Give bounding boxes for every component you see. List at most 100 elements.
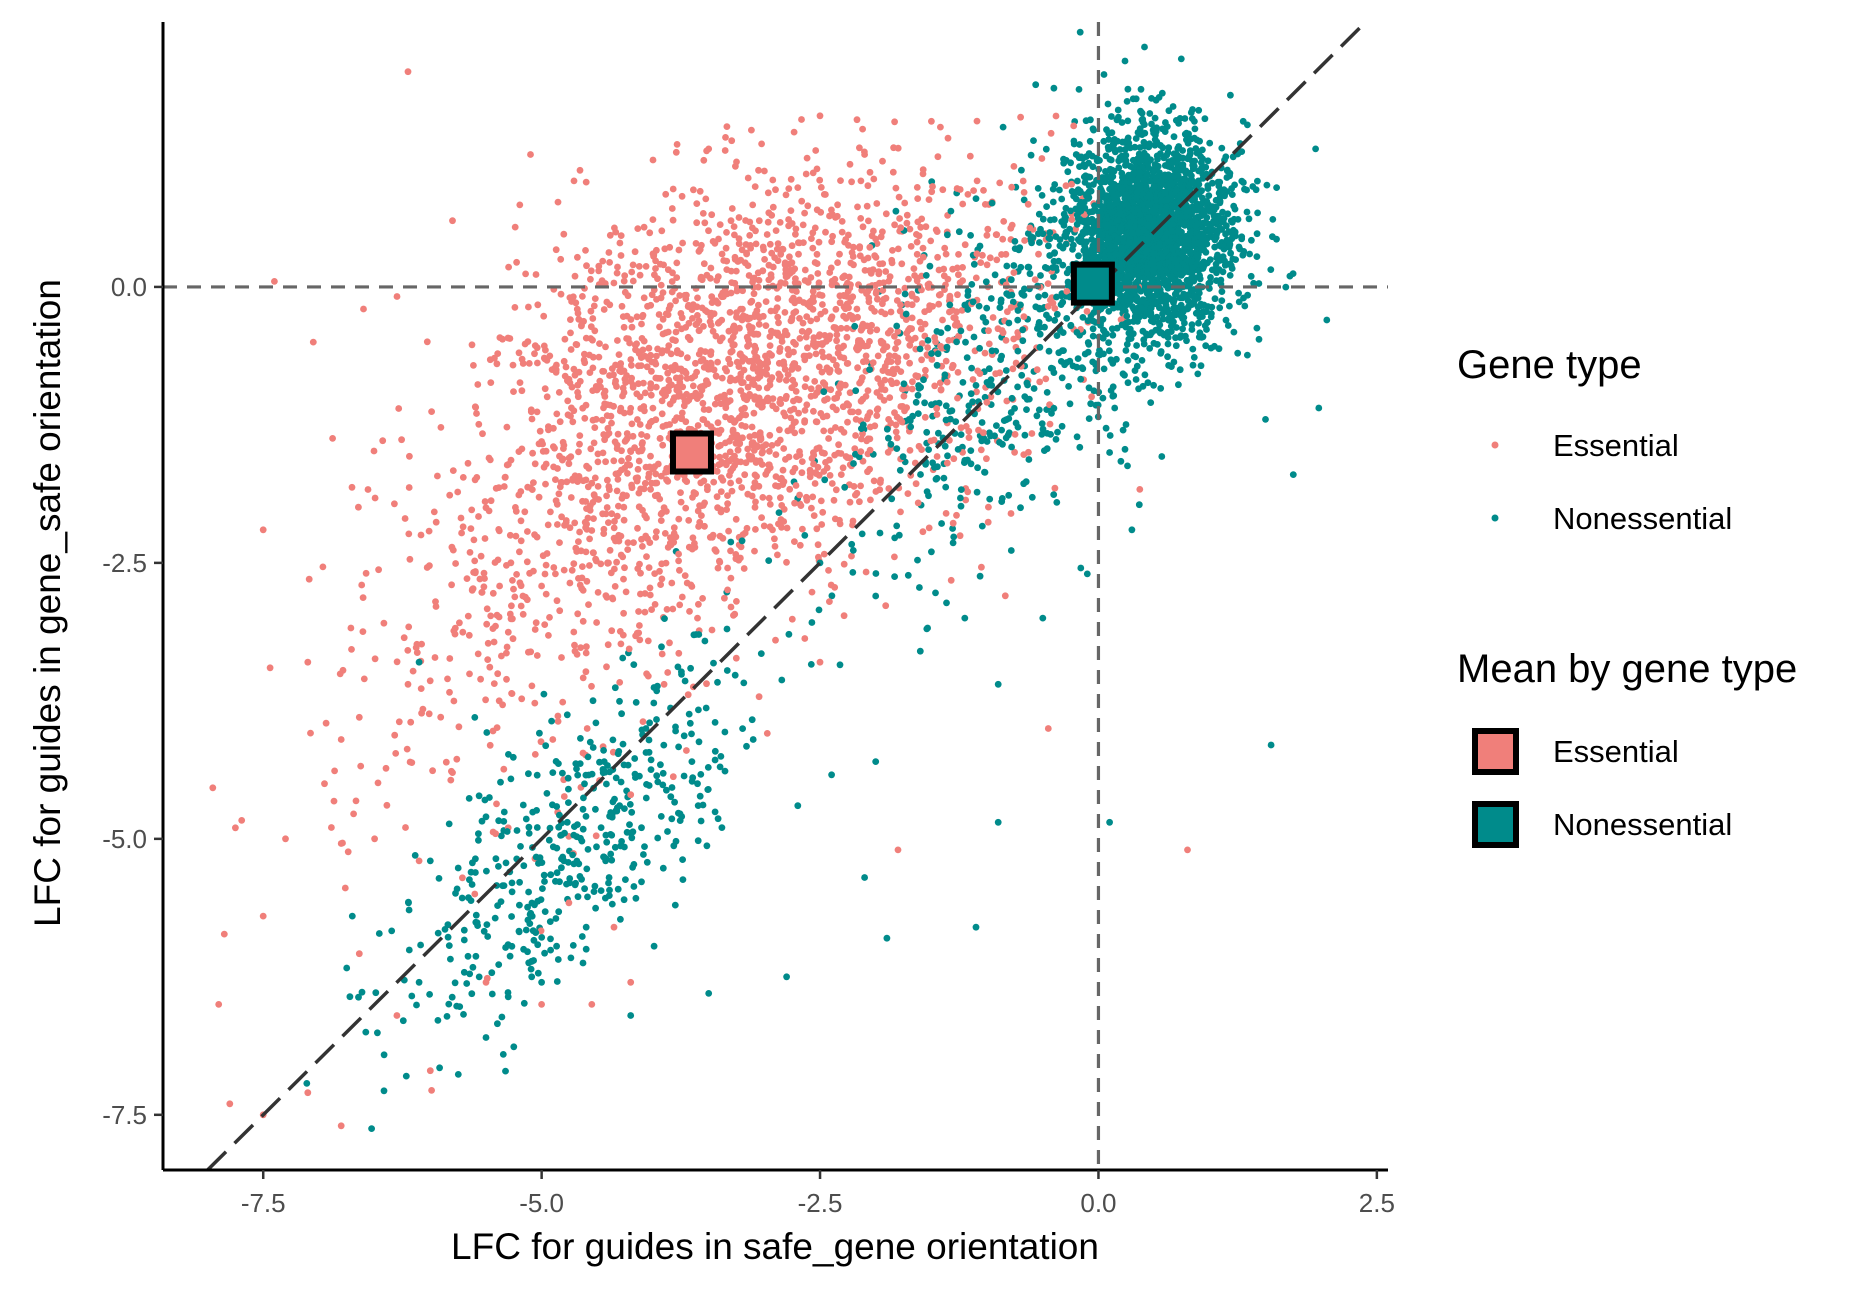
point-essential <box>446 491 454 499</box>
point-essential <box>703 271 711 279</box>
point-essential <box>590 302 598 310</box>
point-essential <box>620 516 628 524</box>
point-essential <box>562 517 570 524</box>
point-essential <box>838 218 846 225</box>
point-nonessential <box>828 592 836 600</box>
point-essential <box>674 321 681 329</box>
point-nonessential <box>444 933 452 941</box>
point-essential <box>848 552 855 560</box>
point-essential <box>708 211 716 219</box>
point-nonessential <box>524 903 531 911</box>
point-essential <box>722 439 729 447</box>
point-essential <box>619 384 627 392</box>
point-essential <box>599 510 606 518</box>
point-essential <box>932 226 940 234</box>
point-essential <box>755 384 763 392</box>
point-essential <box>735 214 743 221</box>
point-nonessential <box>552 915 560 922</box>
point-essential <box>570 628 578 636</box>
point-essential <box>658 227 666 235</box>
point-essential <box>707 361 715 369</box>
point-essential <box>469 585 477 593</box>
point-essential <box>798 469 806 477</box>
point-essential <box>993 256 1001 264</box>
point-essential <box>627 447 634 455</box>
point-nonessential <box>1085 415 1093 422</box>
point-essential <box>503 423 511 431</box>
point-nonessential <box>695 738 703 746</box>
point-essential <box>726 397 734 404</box>
point-essential <box>833 331 841 339</box>
point-essential <box>808 504 815 512</box>
point-essential <box>849 408 857 416</box>
point-essential <box>567 453 575 461</box>
point-essential <box>721 594 728 602</box>
point-nonessential <box>993 422 1000 429</box>
point-essential <box>659 441 667 449</box>
point-nonessential <box>1141 121 1148 128</box>
point-essential <box>620 575 627 583</box>
point-nonessential <box>1243 208 1251 216</box>
point-essential <box>783 558 790 566</box>
point-essential <box>579 563 586 570</box>
point-nonessential <box>1226 272 1234 279</box>
point-nonessential <box>1148 95 1155 102</box>
point-essential <box>806 303 814 310</box>
point-essential <box>694 422 702 429</box>
point-essential <box>694 312 701 319</box>
point-essential <box>510 585 517 593</box>
point-nonessential <box>1063 315 1071 322</box>
point-essential <box>825 335 833 343</box>
point-essential <box>569 293 577 301</box>
point-nonessential <box>1039 215 1047 223</box>
point-essential <box>569 418 577 426</box>
point-nonessential <box>1167 322 1175 330</box>
point-essential <box>808 235 815 243</box>
point-essential <box>921 320 929 328</box>
point-essential <box>812 350 820 358</box>
point-essential <box>782 376 790 384</box>
point-nonessential <box>702 704 710 712</box>
point-nonessential <box>1062 233 1070 241</box>
point-nonessential <box>1075 252 1082 260</box>
point-nonessential <box>1132 135 1140 142</box>
point-essential <box>669 216 677 224</box>
point-nonessential <box>912 398 920 406</box>
point-essential <box>434 472 441 480</box>
point-essential <box>741 259 749 267</box>
point-essential <box>882 210 890 218</box>
point-essential <box>755 301 762 309</box>
point-nonessential <box>1100 365 1108 373</box>
point-essential <box>575 448 582 456</box>
point-essential <box>489 828 497 836</box>
point-nonessential <box>547 935 554 943</box>
point-essential <box>1020 313 1028 320</box>
point-essential <box>901 284 909 292</box>
point-essential <box>867 496 874 504</box>
point-essential <box>429 767 436 775</box>
point-nonessential <box>697 771 705 778</box>
point-essential <box>873 412 881 419</box>
point-essential <box>657 472 665 480</box>
point-nonessential <box>413 1001 420 1009</box>
point-nonessential <box>1105 339 1112 346</box>
point-nonessential <box>1196 329 1204 337</box>
point-essential <box>507 456 515 464</box>
point-essential <box>807 385 815 393</box>
point-essential <box>558 654 565 661</box>
point-nonessential <box>1058 422 1066 430</box>
point-essential <box>1068 216 1076 224</box>
point-essential <box>836 384 844 392</box>
point-nonessential <box>452 889 459 897</box>
point-essential <box>663 606 671 613</box>
point-nonessential <box>1162 301 1170 309</box>
point-essential <box>337 840 345 847</box>
point-essential <box>929 303 936 310</box>
point-nonessential <box>653 772 661 780</box>
point-nonessential <box>976 572 984 580</box>
point-essential <box>764 359 772 366</box>
point-essential <box>513 571 520 578</box>
point-nonessential <box>876 529 884 537</box>
point-essential <box>810 407 817 415</box>
point-nonessential <box>1123 160 1130 168</box>
